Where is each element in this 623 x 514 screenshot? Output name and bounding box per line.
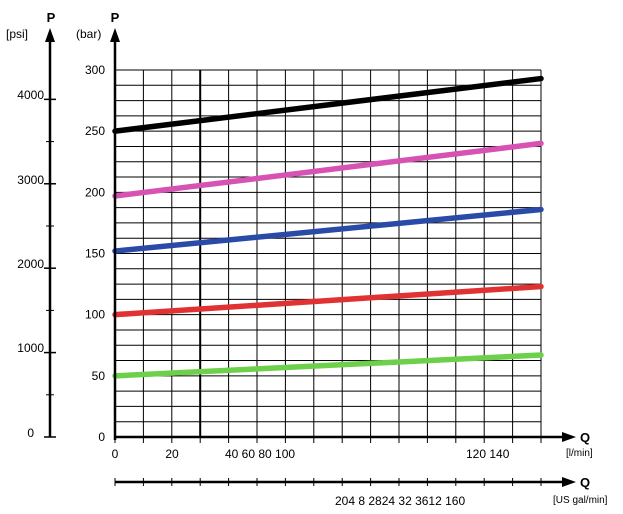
axes: P [psi] P (bar) Q [l/min] Q [US gal/min]… <box>6 10 608 508</box>
gal-axis-label: Q <box>580 475 590 490</box>
gal-axis-arrow-icon <box>562 477 576 487</box>
bar-tick-label: 200 <box>85 185 105 199</box>
psi-tick-label: 4000 <box>17 88 44 102</box>
psi-tick-label: 0 <box>27 426 34 440</box>
psi-tick-label: 3000 <box>17 173 44 187</box>
flow-tick-label: 20 <box>165 447 179 461</box>
flow-axis-arrow-icon <box>562 432 576 442</box>
bar-tick-label: 150 <box>85 247 105 261</box>
bar-axis-label: P <box>111 10 120 25</box>
series-line-1 <box>112 140 544 199</box>
flow-tick-label: 120 140 <box>466 447 510 461</box>
bar-tick-label: 100 <box>85 308 105 322</box>
series-line-2 <box>112 206 544 254</box>
flow-tick-label: 40 60 80 100 <box>225 447 295 461</box>
flow-axis-label: Q <box>580 430 590 445</box>
bar-tick-label: 0 <box>98 430 105 444</box>
psi-axis-unit: [psi] <box>6 27 28 41</box>
flow-tick-label: 0 <box>112 447 119 461</box>
psi-axis-arrow-icon <box>45 28 55 42</box>
psi-axis-label: P <box>47 10 56 25</box>
series-line-4 <box>112 352 544 379</box>
bar-tick-label: 300 <box>85 63 105 77</box>
bar-axis-unit: (bar) <box>76 27 101 41</box>
series-line-3 <box>112 283 544 318</box>
series-lines <box>112 75 544 379</box>
series-line-0 <box>112 75 544 134</box>
bar-tick-label: 50 <box>92 369 106 383</box>
gal-axis-unit: [US gal/min] <box>553 495 608 506</box>
flow-axis-unit: [l/min] <box>566 448 593 459</box>
psi-tick-label: 2000 <box>17 257 44 271</box>
psi-tick-label: 1000 <box>17 341 44 355</box>
bar-axis-arrow-icon <box>110 28 120 42</box>
bar-tick-label: 250 <box>85 124 105 138</box>
gal-tick-label: 204 8 2824 32 3612 160 <box>335 494 465 508</box>
